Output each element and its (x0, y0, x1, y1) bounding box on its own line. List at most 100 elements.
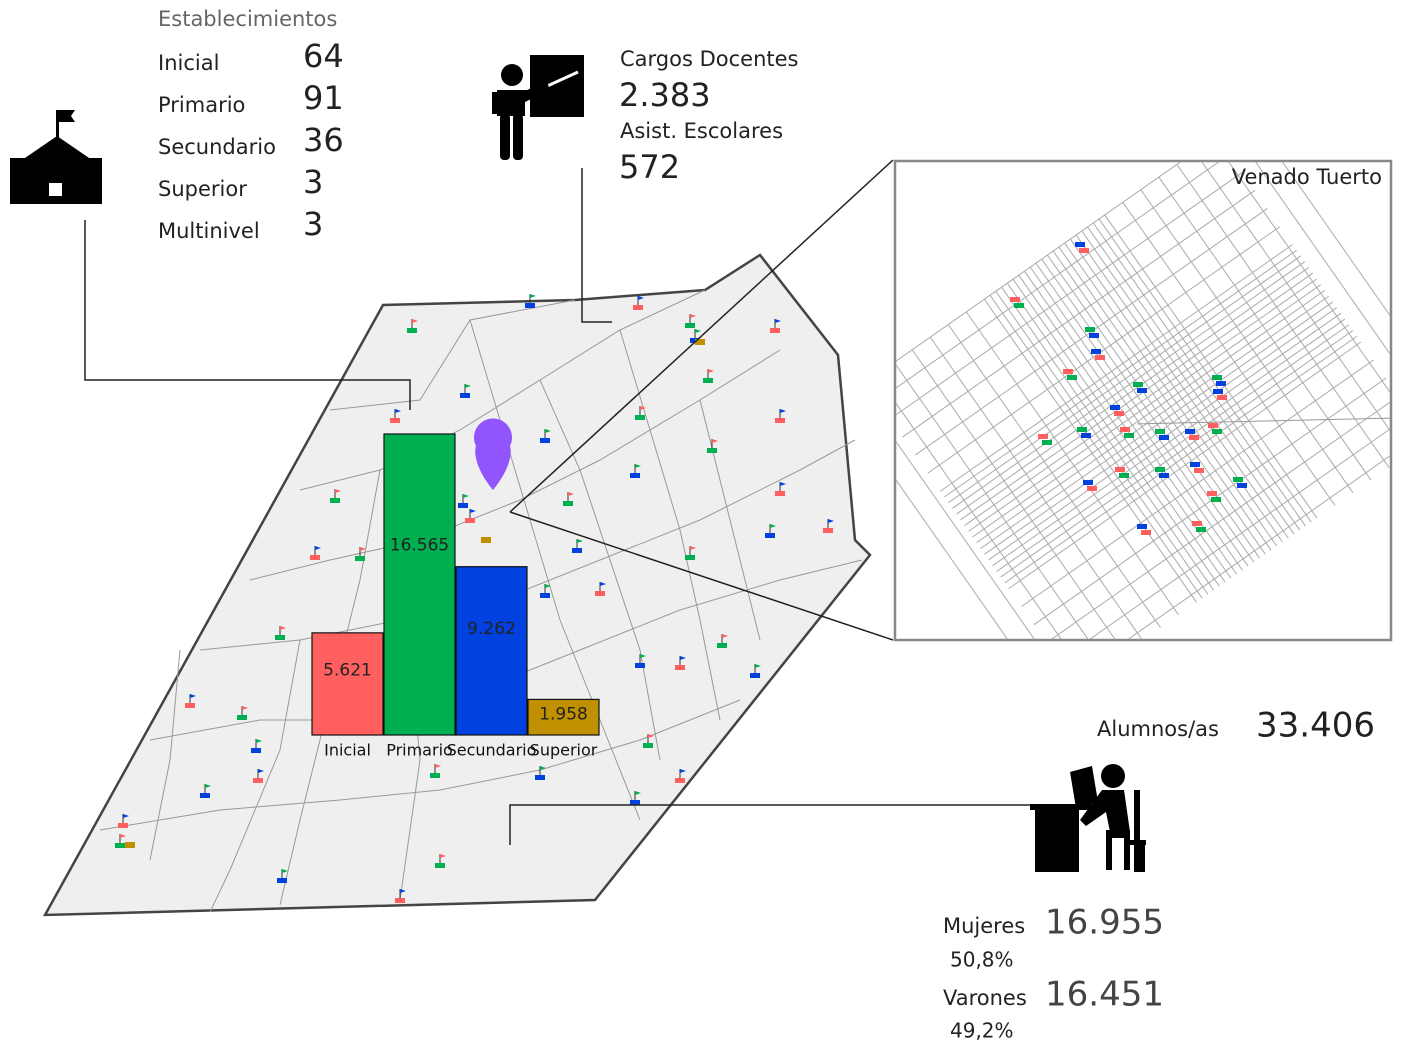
flag-base (251, 748, 261, 753)
flag-base (540, 438, 550, 443)
level-count: 36 (303, 121, 344, 159)
street (1001, 286, 1215, 591)
street (1046, 254, 1261, 559)
category-label: Secundario (447, 741, 537, 760)
inset-flag (1038, 434, 1048, 439)
inset-flag (1095, 355, 1105, 360)
flag (256, 739, 262, 743)
inset-flag (1155, 467, 1165, 472)
inset-flag (1212, 375, 1222, 380)
street (1058, 413, 1390, 639)
bar (455, 566, 528, 736)
inset-flag (1042, 440, 1052, 445)
flag (258, 769, 264, 773)
street (896, 162, 1230, 402)
street (972, 289, 1326, 538)
street (1018, 274, 1232, 579)
inset-flag (1120, 427, 1130, 432)
flag (680, 769, 686, 773)
students-label: Alumnos/as (1097, 717, 1219, 741)
inset-flag (1207, 491, 1217, 496)
flag-base (750, 673, 760, 678)
flag (470, 509, 476, 513)
connector (581, 168, 612, 323)
street (947, 324, 1161, 628)
inset-flag (1212, 429, 1222, 434)
inset-flag (1194, 468, 1204, 473)
street (944, 249, 1297, 498)
men-value: 16.451 (1045, 975, 1164, 1015)
inset-flag (1192, 521, 1202, 526)
flag-base (540, 593, 550, 598)
street (896, 362, 1107, 639)
flag-base (675, 665, 685, 670)
inset-flag (1211, 497, 1221, 502)
establishments-title: Establecimientos (158, 7, 337, 31)
inset-flag (1083, 480, 1093, 485)
flag-base (675, 778, 685, 783)
street (1021, 359, 1374, 608)
street (940, 244, 1293, 492)
flag (360, 547, 366, 551)
inset-flag (1124, 433, 1134, 438)
inset-flag (1155, 429, 1165, 434)
flag-base (630, 473, 640, 478)
street (960, 272, 1314, 521)
inset-flag (1087, 486, 1097, 491)
level-count: 3 (303, 205, 323, 243)
street (1194, 162, 1390, 456)
inset-flag (1233, 477, 1243, 482)
bar-value-label: 16.565 (390, 535, 449, 555)
flag-base (390, 418, 400, 423)
flag-base (765, 533, 775, 538)
staff-label: Cargos Docentes (620, 47, 798, 71)
inset-flag (1217, 395, 1227, 400)
flag-base (685, 555, 695, 560)
inset-flag (1213, 389, 1223, 394)
flag (780, 409, 786, 413)
flag (770, 524, 776, 528)
street (1071, 431, 1390, 639)
inset-flag (1159, 473, 1169, 478)
flag (435, 764, 441, 768)
women-pct: 50,8% (950, 948, 1014, 972)
flag (400, 889, 406, 893)
flag (315, 546, 321, 550)
street (896, 387, 1071, 639)
flag-base (630, 800, 640, 805)
street (896, 399, 1053, 639)
flag-base (770, 328, 780, 333)
flag (545, 429, 551, 433)
flag (640, 654, 646, 658)
inset-flag (1114, 411, 1124, 416)
flag-base (635, 663, 645, 668)
students-value: 33.406 (1256, 706, 1375, 746)
flag-base (185, 703, 195, 708)
flag (282, 869, 288, 873)
inset-flag (1067, 375, 1077, 380)
flag-base (703, 378, 713, 383)
inset-flag (1085, 327, 1095, 332)
flag-base (310, 555, 320, 560)
street (1158, 176, 1372, 481)
inset-flag (1089, 333, 1099, 338)
flag (712, 439, 718, 443)
connector (509, 159, 894, 513)
flag-base (458, 503, 468, 508)
street (1176, 164, 1390, 468)
street (1140, 189, 1354, 494)
street (995, 290, 1209, 595)
street (902, 190, 1256, 438)
street (1064, 242, 1278, 547)
inset-flag (1063, 369, 1073, 374)
inset-flag (1208, 423, 1218, 428)
street (996, 324, 1350, 572)
flag (680, 656, 686, 660)
inset-flag (1010, 297, 1020, 302)
street (1092, 222, 1306, 527)
street (896, 162, 1218, 384)
bar (383, 433, 456, 736)
flag (465, 384, 471, 388)
street (1004, 335, 1358, 584)
flag-base (460, 393, 470, 398)
